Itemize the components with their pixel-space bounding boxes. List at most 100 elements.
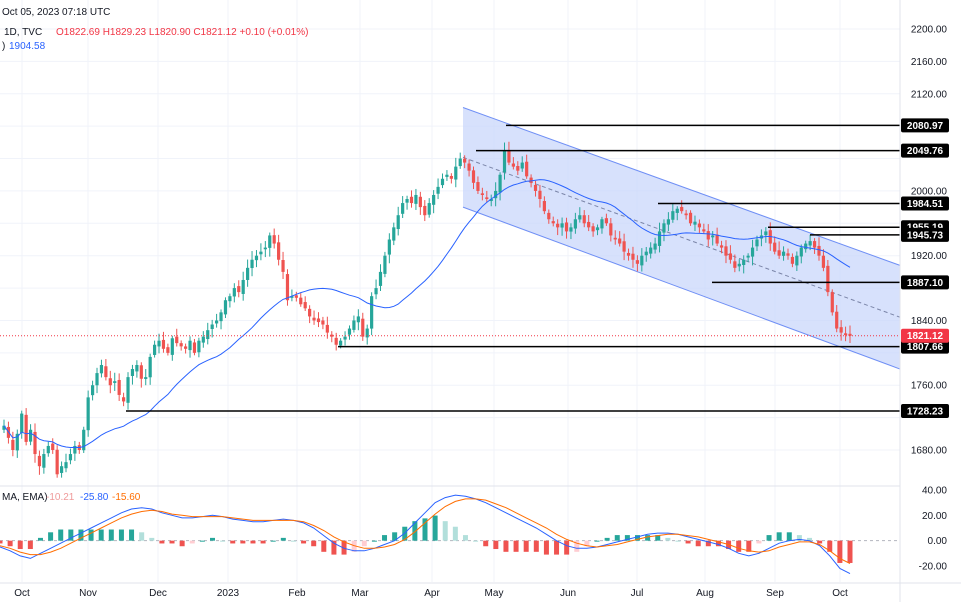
time-tick-label: Sep [766, 588, 784, 599]
candle-body [843, 333, 848, 336]
signal-line [0, 498, 851, 564]
ma-legend-prefix: ) [2, 41, 5, 52]
macd-histogram-bar [523, 540, 529, 552]
ma-line [3, 179, 851, 449]
time-tick-label: Aug [696, 588, 714, 599]
candle-body [742, 259, 746, 266]
macd-histogram-bar [685, 540, 691, 544]
price-axis[interactable]: 2200.00 2160.00 2120.00 2000.00 1920.00 1840.… [911, 25, 948, 573]
candle-body [711, 235, 715, 238]
macd-histogram-bar [331, 540, 337, 555]
candle-body [259, 251, 263, 255]
candle-body [790, 256, 795, 264]
candle-body [206, 330, 210, 340]
candle-body [542, 201, 546, 212]
candle-body [303, 302, 307, 309]
candle-body [272, 235, 276, 244]
price-tick-label: 2120.00 [911, 89, 948, 100]
candle-body [361, 318, 365, 337]
macd-tick-label: -20.00 [919, 562, 948, 573]
candle-body [746, 255, 750, 258]
candle-body [445, 174, 449, 177]
candle-body [370, 296, 374, 329]
price-tick-label: 2000.00 [911, 186, 948, 197]
macd-histogram-bar [746, 540, 752, 552]
candle-body [432, 194, 436, 205]
macd-histogram-bar [604, 537, 610, 541]
candle-body [299, 297, 303, 305]
macd-tick-label: 0.00 [928, 536, 948, 547]
macd-histogram-bar [341, 540, 347, 555]
macd-histogram-bar [392, 532, 398, 541]
candle-body [693, 221, 697, 225]
candle-body [405, 199, 409, 203]
candle-body [290, 296, 294, 298]
candle-body [463, 158, 467, 163]
macd-histogram-bar [442, 521, 448, 541]
macd-histogram-bar [118, 529, 124, 541]
candle-body [82, 429, 86, 451]
candle-body [210, 324, 214, 330]
candle-body [152, 344, 157, 355]
macd-histogram-bar [756, 540, 762, 544]
macd-histogram-bar [796, 535, 802, 541]
candle-body [170, 338, 174, 355]
macd-pane [0, 485, 900, 575]
candle-body [808, 241, 812, 246]
candle-body [139, 365, 143, 379]
macd-histogram-bar [98, 529, 104, 541]
candle-body [254, 255, 259, 261]
macd-histogram-bar [48, 532, 54, 541]
candle-body [144, 377, 148, 379]
candle-body [161, 339, 166, 349]
candle-body [250, 259, 254, 269]
candle-body [600, 219, 604, 229]
time-tick-label: May [485, 588, 504, 599]
support-resistance-levels: 2080.972049.761984.511955.191945.731887.… [0, 118, 949, 418]
macd-histogram-bar [655, 535, 661, 541]
candle-body [728, 253, 733, 260]
candle-body [657, 231, 662, 246]
candle-body [2, 425, 6, 430]
candle-body [383, 255, 387, 274]
candle-body [223, 300, 228, 315]
candle-body [321, 320, 325, 325]
candle-body [308, 308, 312, 317]
candle-body [582, 215, 586, 224]
candle-body [219, 312, 223, 322]
macd-histogram-bar [301, 540, 307, 544]
candle-body [675, 208, 679, 213]
candle-body [401, 203, 405, 214]
macd-histogram-bar [827, 540, 833, 552]
time-tick-label: Apr [424, 588, 440, 599]
candle-body [640, 255, 644, 266]
candle-body [795, 255, 799, 266]
candle-body [671, 211, 675, 220]
macd-histogram-bar [361, 540, 367, 547]
candle-body [232, 288, 236, 297]
macd-histogram-value: -10.21 [46, 492, 75, 503]
time-tick-label: Dec [149, 588, 167, 599]
candle-body [418, 196, 422, 208]
candle-body [830, 292, 834, 313]
candle-body [11, 439, 15, 450]
candle-body [773, 242, 777, 252]
candle-body [848, 333, 852, 336]
candle-body [719, 245, 724, 248]
candle-body [564, 222, 569, 232]
macd-histogram-bar [645, 535, 651, 541]
macd-histogram-bar [776, 532, 782, 541]
candle-body [113, 381, 117, 383]
time-tick-label: Nov [79, 588, 97, 599]
candle-body [90, 385, 95, 396]
candle-body [631, 253, 635, 260]
candle-body [188, 340, 192, 351]
candle-body [135, 364, 139, 372]
time-tick-label: Oct [14, 588, 30, 599]
candle-body [192, 342, 197, 353]
candle-body [507, 150, 511, 163]
candle-body [680, 206, 684, 212]
macd-histogram-bar [817, 540, 823, 544]
